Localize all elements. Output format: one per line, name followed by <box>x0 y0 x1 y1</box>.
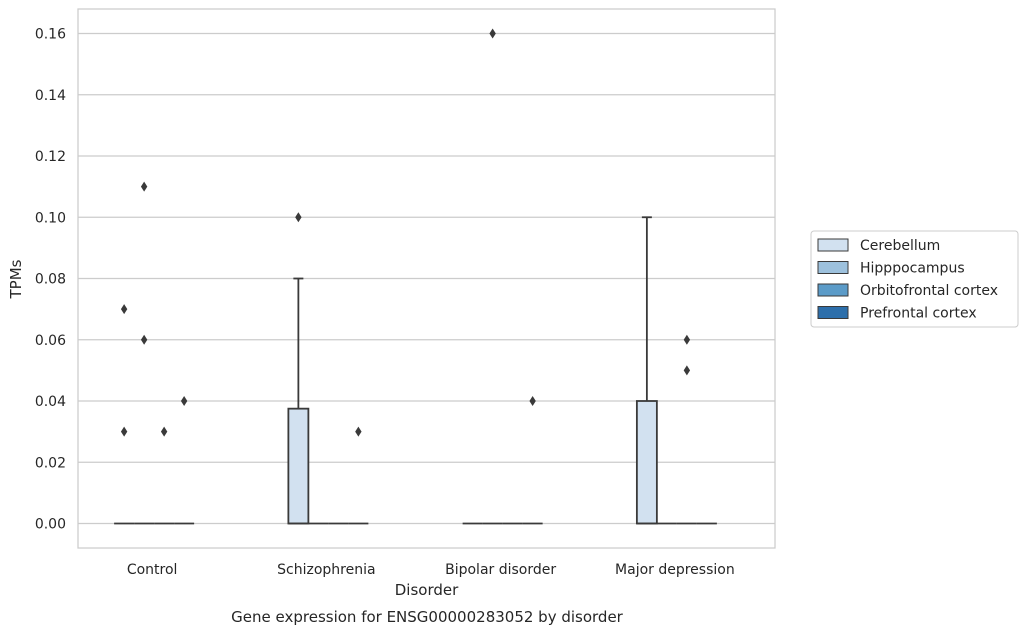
y-tick-labels: 0.00 0.02 0.04 0.06 0.08 0.10 0.12 0.14 0.16 <box>35 27 66 533</box>
outlier-point <box>683 365 691 376</box>
legend-label: Hipppocampus <box>860 261 965 277</box>
gridlines <box>78 32 775 525</box>
x-tick-labels: Control Schizophrenia Bipolar disorder Majo… <box>127 562 735 578</box>
box-body <box>287 407 310 525</box>
y-tick-label: 0.08 <box>35 272 66 288</box>
plot-frame <box>77 8 776 549</box>
y-tick-label: 0.06 <box>35 333 66 349</box>
legend-swatch <box>817 261 849 274</box>
y-tick-label: 0.14 <box>35 88 66 104</box>
box-body <box>635 400 658 525</box>
legend-swatch <box>817 283 849 297</box>
boxes <box>114 216 717 525</box>
y-axis-title: TPMs <box>7 259 25 299</box>
outlier-point <box>489 28 496 39</box>
x-tick-label: Major depression <box>615 562 735 578</box>
outlier-point <box>120 426 128 437</box>
x-tick-label: Schizophrenia <box>277 562 375 578</box>
x-tick-label: Bipolar disorder <box>445 562 556 578</box>
y-tick-label: 0.16 <box>35 27 66 43</box>
legend-frame <box>810 230 1019 328</box>
legend-label: Cerebellum <box>860 238 940 254</box>
outlier-point <box>140 334 148 345</box>
outlier-point <box>529 396 536 406</box>
legend-swatch <box>817 306 849 319</box>
chart-caption: Gene expression for ENSG00000283052 by d… <box>231 608 624 626</box>
legend-swatch <box>817 238 849 252</box>
y-tick-label: 0.02 <box>35 455 66 471</box>
outlier-point <box>355 426 362 437</box>
outlier-point <box>295 212 302 223</box>
y-tick-label: 0.10 <box>35 210 66 226</box>
outlier-point <box>180 396 188 406</box>
x-axis-title: Disorder <box>395 581 459 599</box>
outlier-point <box>683 334 691 345</box>
y-tick-label: 0.12 <box>35 149 66 165</box>
legend-label: Prefrontal cortex <box>860 306 977 322</box>
outlier-point <box>120 304 128 315</box>
y-tick-label: 0.00 <box>35 517 66 533</box>
outlier-point <box>140 181 148 192</box>
box-3-0 <box>635 216 658 525</box>
legend: Cerebellum Hipppocampus Orbitofrontal cort… <box>810 230 1019 328</box>
x-tick-label: Control <box>127 562 178 578</box>
legend-label: Orbitofrontal cortex <box>860 283 998 299</box>
y-tick-label: 0.04 <box>35 394 66 410</box>
outlier-point <box>160 426 168 437</box>
outliers <box>120 28 691 437</box>
box-1-0 <box>287 277 310 525</box>
